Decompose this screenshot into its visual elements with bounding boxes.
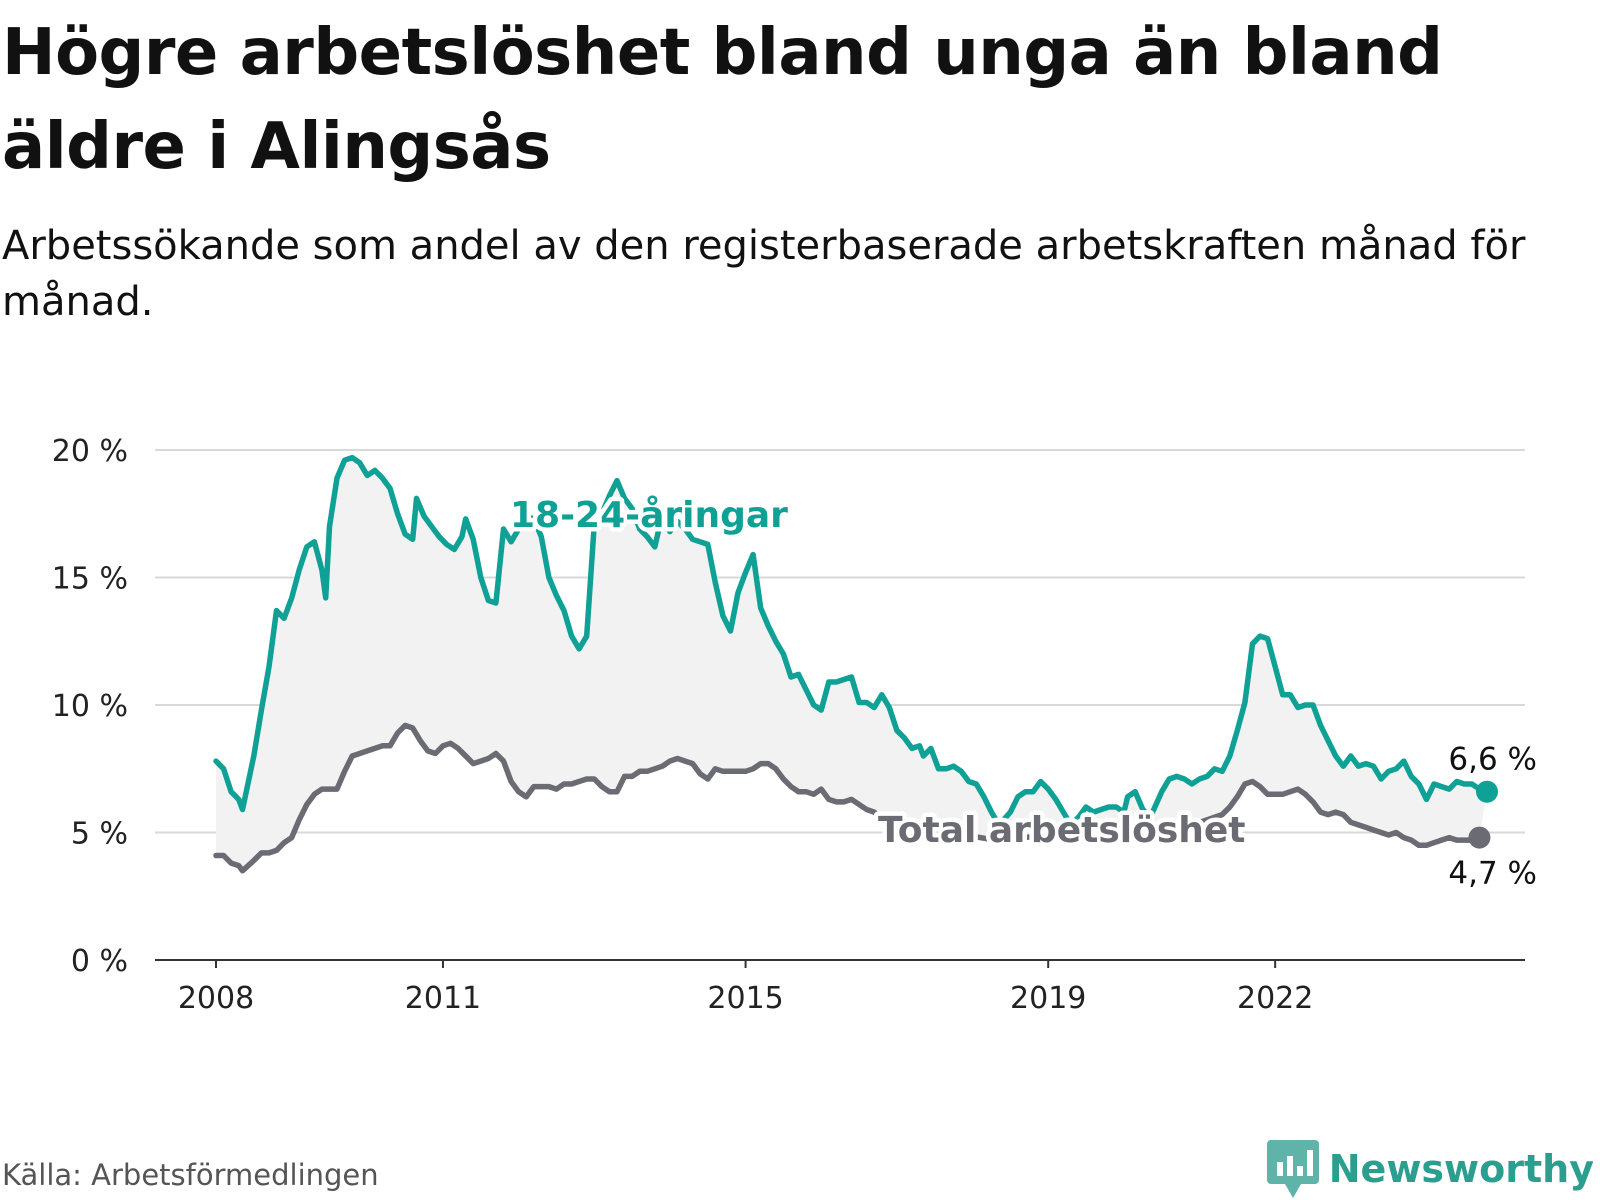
end-point-total [1468, 826, 1491, 849]
page-title: Högre arbetslöshet bland unga än bland ä… [2, 16, 1443, 184]
line-chart: 0 %5 %10 %15 %20 % 2008 2011 2015 2019 2022 … [52, 434, 1538, 1016]
page-subtitle: Arbetssökande som andel av den registerb… [2, 223, 1526, 325]
end-label-youth: 6,6 % [1448, 742, 1537, 778]
brand-name: Newsworthy [1328, 1147, 1594, 1191]
y-axis: 0 % 5 % 10 % 15 % 20 % [52, 434, 128, 979]
y-tick-label: 0 % [71, 944, 128, 979]
y-tick-label: 15 % [52, 562, 128, 597]
y-tick-label: 10 % [52, 689, 128, 724]
series-label-youth: 18-24-åringar [510, 495, 788, 536]
series-label-total: Total arbetslöshet [878, 810, 1246, 851]
y-tick-label: 20 % [52, 434, 128, 469]
newsworthy-logo-icon [1266, 1140, 1319, 1198]
x-tick-label: 2019 [1010, 981, 1086, 1016]
series-line-youth [213, 454, 1490, 828]
end-point-youth [1476, 780, 1498, 803]
end-label-total: 4,7 % [1448, 856, 1537, 892]
x-tick-label: 2008 [178, 981, 254, 1016]
difference-band [216, 457, 1487, 871]
x-tick-label: 2022 [1237, 981, 1313, 1016]
series-labels: 18-24-åringar Total arbetslöshet 6,6 % 4,7 … [506, 491, 1538, 892]
source-note: Källa: Arbetsförmedlingen [2, 1158, 379, 1192]
y-tick-label: 5 % [71, 817, 128, 852]
series-line-total [213, 722, 1483, 874]
series-lines [213, 454, 1498, 874]
x-axis: 2008 2011 2015 2019 2022 [155, 959, 1525, 1016]
x-tick-label: 2011 [405, 981, 481, 1016]
brand-logo: Newsworthy [1266, 1138, 1594, 1200]
x-tick-label: 2015 [707, 981, 783, 1016]
